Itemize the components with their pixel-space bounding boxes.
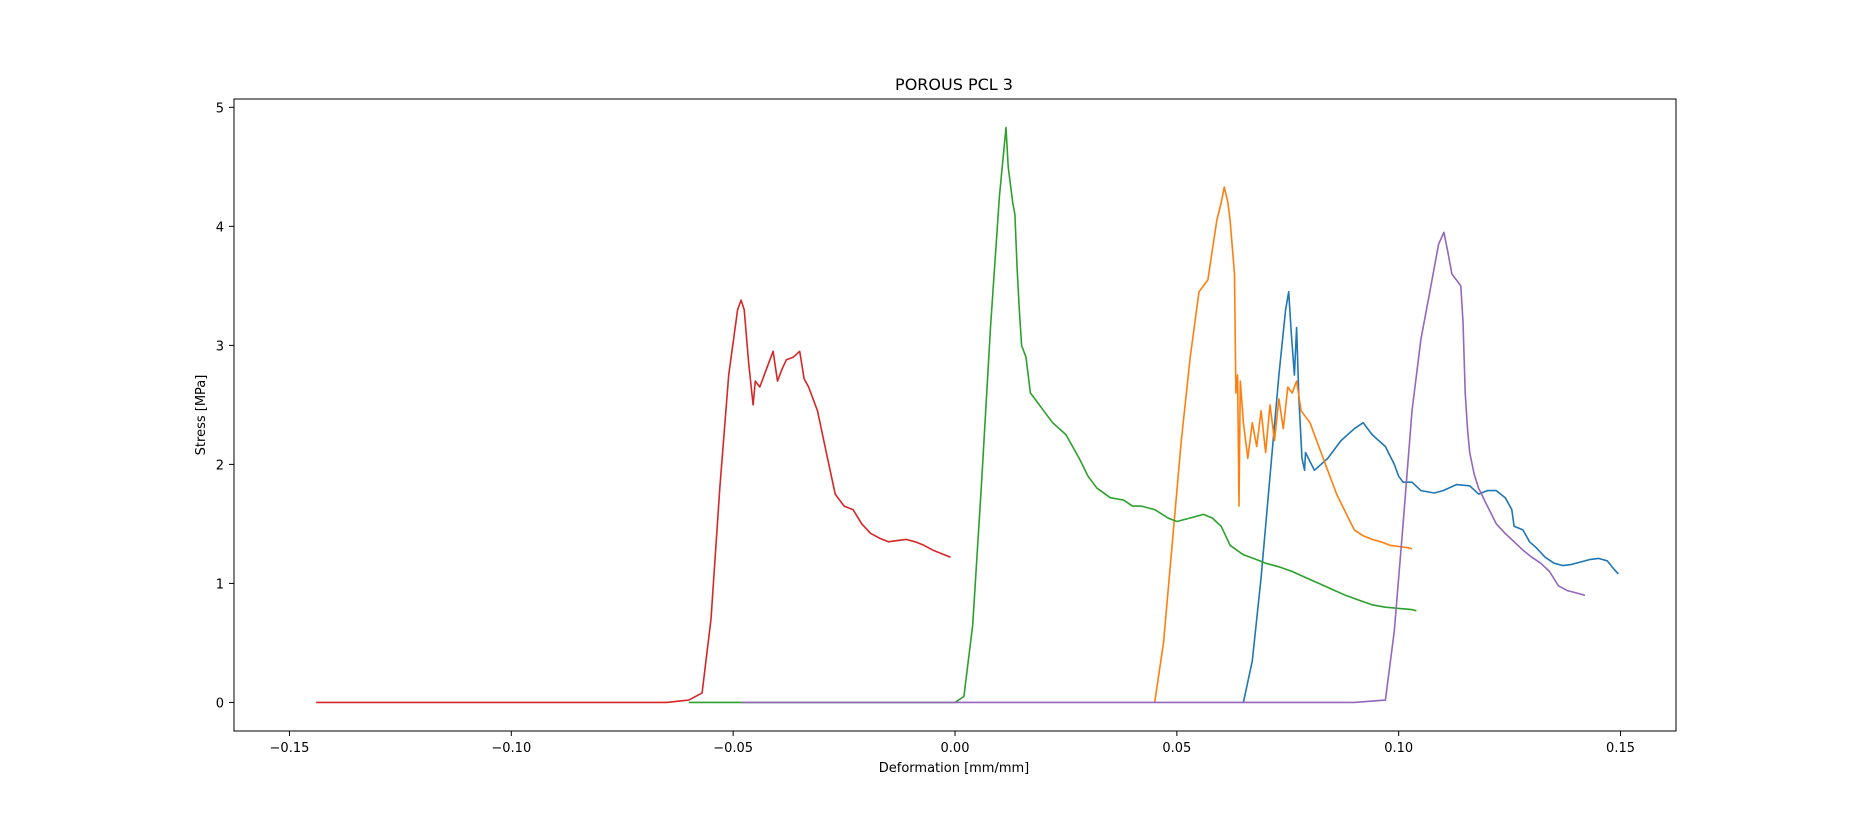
plot-content <box>316 126 1619 704</box>
x-tick-label: −0.15 <box>270 741 310 756</box>
plot-frame <box>233 98 1677 732</box>
x-tick-label: 0.15 <box>1606 741 1635 756</box>
chart-title: POROUS PCL 3 <box>895 75 1013 94</box>
x-axis-label: Deformation [mm/mm] <box>879 761 1030 776</box>
y-tick-label: 0 <box>216 696 224 711</box>
x-tick-label: 0.05 <box>1162 741 1191 756</box>
y-tick-label: 5 <box>216 101 224 116</box>
x-tick-label: 0.10 <box>1384 741 1413 756</box>
x-tick-label: −0.10 <box>491 741 531 756</box>
series-line-3 <box>688 126 1417 704</box>
y-tick-label: 2 <box>216 458 224 473</box>
y-tick-label: 3 <box>216 339 224 354</box>
series-line-5 <box>742 231 1586 704</box>
x-tick-label: −0.05 <box>713 741 753 756</box>
y-tick-label: 1 <box>216 577 224 592</box>
series-line-4 <box>316 299 951 704</box>
x-axis-ticks: −0.15 −0.10 −0.05 0.00 0.05 0.10 0.15 <box>270 731 1635 756</box>
y-axis-label: Stress [MPa] <box>194 375 209 456</box>
y-axis-ticks: 0 1 2 3 4 5 <box>216 101 234 711</box>
series-line-1 <box>1242 290 1619 703</box>
series-line-2 <box>1153 186 1413 703</box>
x-tick-label: 0.00 <box>941 741 970 756</box>
y-tick-label: 4 <box>216 220 224 235</box>
